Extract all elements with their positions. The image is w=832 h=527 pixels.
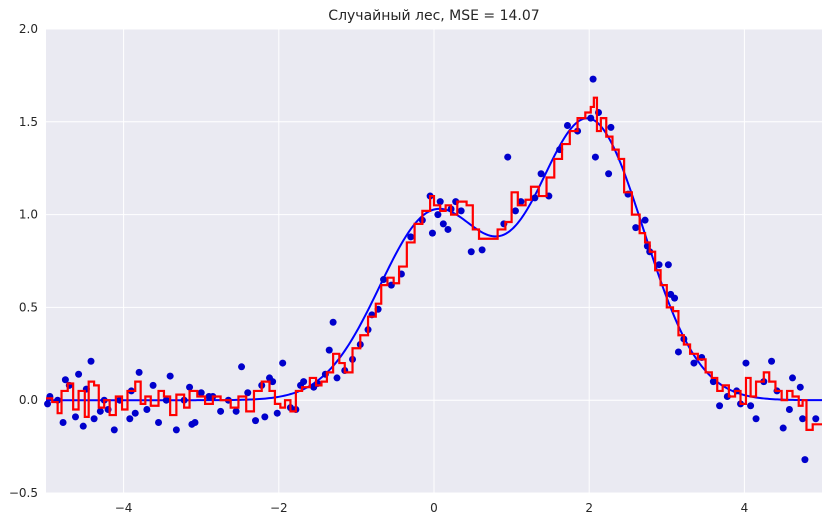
tick-labels: −4 −2 0 2 4 −0.5 0.0 0.5 1.0 1.5 2.0 <box>9 22 748 515</box>
data-point <box>166 372 174 380</box>
x-tick-label: −2 <box>270 501 288 515</box>
data-point <box>135 368 143 376</box>
prediction-line <box>46 96 822 431</box>
data-point <box>605 170 613 178</box>
data-point <box>71 413 79 421</box>
x-tick-label: 0 <box>430 501 438 515</box>
data-point <box>238 363 246 371</box>
data-point <box>664 261 672 269</box>
data-point <box>428 229 436 237</box>
data-point <box>709 378 717 386</box>
data-point <box>587 114 595 122</box>
data-point <box>563 122 571 130</box>
data-point <box>87 357 95 365</box>
data-point <box>436 198 444 206</box>
data-point <box>197 389 205 397</box>
data-point <box>333 374 341 382</box>
data-point <box>59 418 67 426</box>
data-point <box>537 170 545 178</box>
data-point <box>632 224 640 232</box>
data-point <box>641 216 649 224</box>
y-tick-label: 0.5 <box>19 300 38 314</box>
data-point <box>801 456 809 464</box>
chart-title: Случайный лес, MSE = 14.07 <box>328 8 539 24</box>
data-point <box>504 153 512 161</box>
data-point <box>607 123 615 131</box>
data-point <box>44 400 52 408</box>
data-point <box>79 422 87 430</box>
data-point <box>517 198 525 206</box>
data-point <box>261 413 269 421</box>
data-point <box>799 415 807 423</box>
data-point <box>747 402 755 410</box>
data-point <box>690 359 698 367</box>
data-point <box>325 346 333 354</box>
data-point <box>186 383 194 391</box>
grid <box>46 28 822 494</box>
data-point <box>96 407 104 415</box>
data-point <box>434 211 442 219</box>
data-point <box>531 194 539 202</box>
data-point <box>143 405 151 413</box>
data-point <box>172 426 180 434</box>
data-point <box>407 233 415 241</box>
data-point <box>768 357 776 365</box>
data-point <box>300 378 308 386</box>
data-point <box>439 220 447 228</box>
y-tick-label: −0.5 <box>9 486 38 500</box>
y-tick-label: 2.0 <box>19 22 38 36</box>
x-tick-label: −4 <box>115 501 133 515</box>
data-point <box>191 418 199 426</box>
data-point <box>674 348 682 356</box>
data-point <box>655 261 663 269</box>
data-point <box>752 415 760 423</box>
data-point <box>789 374 797 382</box>
data-point <box>511 207 519 215</box>
data-point <box>269 378 277 386</box>
data-point <box>162 396 170 404</box>
data-point <box>217 407 225 415</box>
data-point <box>155 418 163 426</box>
data-point <box>779 424 787 432</box>
data-point <box>467 248 475 256</box>
prediction-step-curve <box>46 96 822 431</box>
data-point <box>329 318 337 326</box>
data-point <box>591 153 599 161</box>
data-point <box>812 415 820 423</box>
data-point <box>232 407 240 415</box>
data-point <box>61 376 69 384</box>
data-point <box>444 225 452 233</box>
data-point <box>457 207 465 215</box>
y-tick-label: 1.5 <box>19 115 38 129</box>
data-point <box>589 75 597 83</box>
data-point <box>90 415 98 423</box>
data-point <box>126 415 134 423</box>
data-point <box>244 389 252 397</box>
data-point <box>742 359 750 367</box>
x-tick-label: 2 <box>585 501 593 515</box>
y-tick-label: 0.0 <box>19 393 38 407</box>
data-point <box>478 246 486 254</box>
x-tick-label: 4 <box>741 501 749 515</box>
data-point <box>671 294 679 302</box>
data-point <box>149 381 157 389</box>
data-point <box>252 417 260 425</box>
data-point <box>110 426 118 434</box>
y-tick-label: 1.0 <box>19 208 38 222</box>
data-point <box>380 276 388 284</box>
data-point <box>716 402 724 410</box>
data-point <box>785 405 793 413</box>
data-point <box>131 409 139 417</box>
data-point <box>75 370 83 378</box>
data-point <box>796 383 804 391</box>
data-point <box>279 359 287 367</box>
data-point <box>273 409 281 417</box>
